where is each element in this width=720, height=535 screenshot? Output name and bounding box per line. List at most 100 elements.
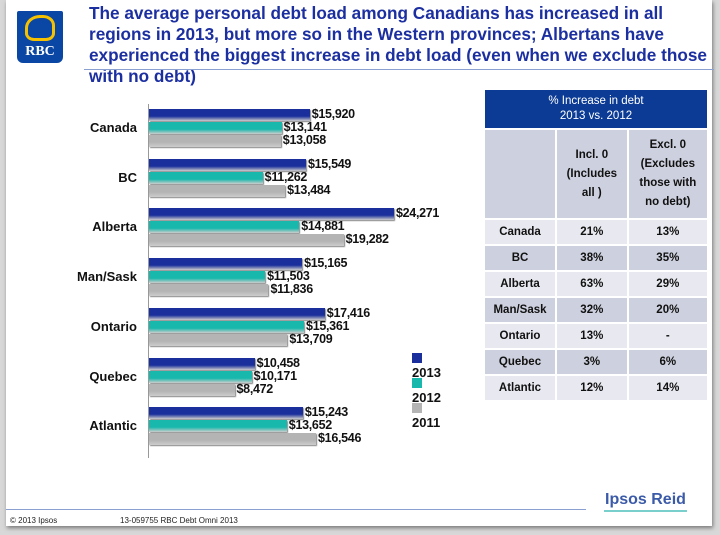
table-cell: 12%	[555, 374, 629, 402]
header-divider	[84, 69, 714, 70]
legend-item-2011: 2011	[412, 400, 440, 430]
category-label: BC	[118, 169, 137, 185]
table-row: Man/Sask 32% 20%	[483, 296, 710, 324]
copyright: © 2013 Ipsos	[10, 516, 58, 525]
bar-2013	[149, 109, 310, 121]
bar-2013	[149, 407, 303, 420]
col2-l4: no debt)	[645, 196, 691, 208]
bar-2012	[149, 370, 252, 383]
table-cell: 14%	[626, 374, 710, 402]
data-label: $13,709	[289, 331, 333, 346]
data-label: $10,458	[256, 355, 300, 370]
row-label: Ontario	[483, 322, 557, 350]
bar-2012	[149, 171, 263, 184]
legend-label: 2012	[412, 390, 441, 405]
legend-label: 2011	[412, 415, 441, 430]
bar-2013	[149, 307, 325, 320]
legend-swatch	[412, 378, 422, 388]
table-cell: 35%	[626, 244, 710, 272]
blank-header	[483, 128, 557, 220]
y-axis-line	[148, 104, 149, 458]
row-label: Atlantic	[483, 374, 557, 402]
table-title-line2: 2013 vs. 2012	[559, 110, 633, 122]
col-header-excl: Excl. 0 (Excludes those with no debt)	[626, 128, 710, 220]
logo-text: RBC	[25, 44, 55, 59]
bar-2013	[149, 258, 303, 271]
data-label: $13,141	[283, 120, 327, 134]
bar-2011	[149, 433, 317, 446]
data-label: $15,361	[306, 318, 350, 333]
increase-table: % Increase in debt 2013 vs. 2012 Incl. 0 (…	[483, 88, 710, 402]
data-label: $11,503	[267, 269, 310, 284]
legend-label: 2013	[412, 365, 441, 380]
row-label: Alberta	[483, 270, 557, 298]
bar-2012	[149, 221, 300, 234]
table-cell: 38%	[555, 244, 629, 272]
row-label: Man/Sask	[483, 296, 557, 324]
bar-2012	[149, 271, 266, 284]
category-label: Atlantic	[89, 418, 137, 434]
table-cell: 13%	[555, 322, 629, 350]
table-cell: 3%	[555, 348, 629, 376]
data-label: $10,171	[253, 368, 297, 383]
project-code: 13-059755 RBC Debt Omni 2013	[120, 516, 238, 525]
col1-l2: (Includes	[566, 167, 618, 180]
bar-2012	[149, 420, 287, 433]
data-label: $13,652	[288, 418, 332, 433]
data-label: $15,165	[304, 256, 348, 271]
data-label: $15,920	[311, 107, 355, 121]
bar-2011	[149, 184, 286, 197]
legend-item-2013: 2013	[412, 350, 441, 380]
table-cell: 29%	[626, 270, 710, 298]
data-label: $24,271	[396, 206, 440, 221]
row-label: Quebec	[483, 348, 557, 376]
table-row: Alberta 63% 29%	[483, 270, 710, 298]
bar-2011	[149, 135, 281, 147]
rbc-logo: RBC	[17, 11, 63, 63]
category-label: Alberta	[92, 219, 137, 235]
slide: RBC The average personal debt load among…	[6, 0, 714, 526]
table-cell: 32%	[555, 296, 629, 324]
col2-l3: those with	[639, 177, 697, 189]
lion-globe-icon	[25, 15, 55, 41]
col2-l1: Excl. 0	[649, 139, 687, 151]
col1-l1: Incl. 0	[575, 148, 609, 161]
data-label: $11,836	[270, 282, 313, 297]
table-cell: 63%	[555, 270, 629, 298]
bar-2012	[149, 122, 282, 134]
legend-swatch	[412, 403, 422, 413]
data-label: $8,472	[236, 381, 274, 396]
bar-2011	[149, 333, 288, 346]
bar-2011	[149, 234, 344, 247]
category-label: Man/Sask	[77, 269, 137, 285]
legend-item-2012: 2012	[412, 375, 441, 405]
category-label: Quebec	[89, 368, 137, 384]
table-row: Atlantic 12% 14%	[483, 374, 710, 402]
slide-title: The average personal debt load among Can…	[89, 3, 707, 86]
col-header-incl: Incl. 0 (Includes all )	[555, 128, 629, 220]
table-row: BC 38% 35%	[483, 244, 710, 272]
table-row: Quebec 3% 6%	[483, 348, 710, 376]
row-label: BC	[483, 244, 557, 272]
bar-2013	[149, 208, 394, 221]
row-label: Canada	[483, 218, 557, 246]
col1-l3: all )	[581, 186, 602, 199]
table-title: % Increase in debt 2013 vs. 2012	[483, 88, 709, 130]
footer-divider	[6, 509, 586, 510]
table-title-line1: % Increase in debt	[548, 95, 644, 107]
table-cell: 20%	[626, 296, 710, 324]
bar-2013	[149, 357, 255, 370]
col2-l2: (Excludes	[640, 158, 695, 170]
bar-2012	[149, 320, 305, 333]
bar-2011	[149, 383, 235, 396]
data-label: $15,549	[307, 156, 352, 171]
table-row: Canada 21% 13%	[483, 218, 710, 246]
bar-2011	[149, 284, 269, 297]
table-cell: -	[626, 322, 710, 350]
table-cell: 21%	[555, 218, 629, 246]
data-label: $16,546	[318, 431, 362, 446]
data-label: $15,243	[304, 405, 348, 420]
data-label: $14,881	[301, 219, 345, 234]
data-label: $13,058	[282, 133, 326, 147]
